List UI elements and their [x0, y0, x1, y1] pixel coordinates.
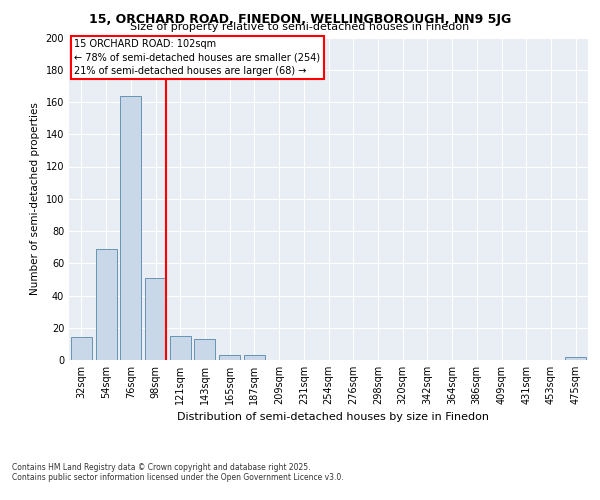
Bar — [95, 248, 116, 360]
Text: 15, ORCHARD ROAD, FINEDON, WELLINGBOROUGH, NN9 5JG: 15, ORCHARD ROAD, FINEDON, WELLINGBOROUG… — [89, 12, 511, 26]
Bar — [219, 355, 240, 360]
Bar — [244, 355, 265, 360]
Bar — [71, 338, 92, 360]
Text: Contains HM Land Registry data © Crown copyright and database right 2025.
Contai: Contains HM Land Registry data © Crown c… — [12, 462, 344, 482]
Text: 15 ORCHARD ROAD: 102sqm
← 78% of semi-detached houses are smaller (254)
21% of s: 15 ORCHARD ROAD: 102sqm ← 78% of semi-de… — [74, 39, 320, 76]
Text: Distribution of semi-detached houses by size in Finedon: Distribution of semi-detached houses by … — [177, 412, 489, 422]
Bar — [565, 357, 586, 360]
Bar — [120, 96, 141, 360]
Y-axis label: Number of semi-detached properties: Number of semi-detached properties — [30, 102, 40, 295]
Bar — [145, 278, 166, 360]
Bar — [170, 336, 191, 360]
Text: Size of property relative to semi-detached houses in Finedon: Size of property relative to semi-detach… — [130, 22, 470, 32]
Bar — [194, 339, 215, 360]
